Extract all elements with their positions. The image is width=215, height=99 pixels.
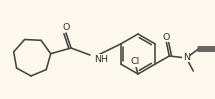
Text: NH: NH [94, 55, 108, 63]
Text: O: O [62, 22, 70, 31]
Text: N: N [183, 52, 190, 61]
Text: Cl: Cl [130, 58, 140, 67]
Text: O: O [163, 32, 170, 41]
